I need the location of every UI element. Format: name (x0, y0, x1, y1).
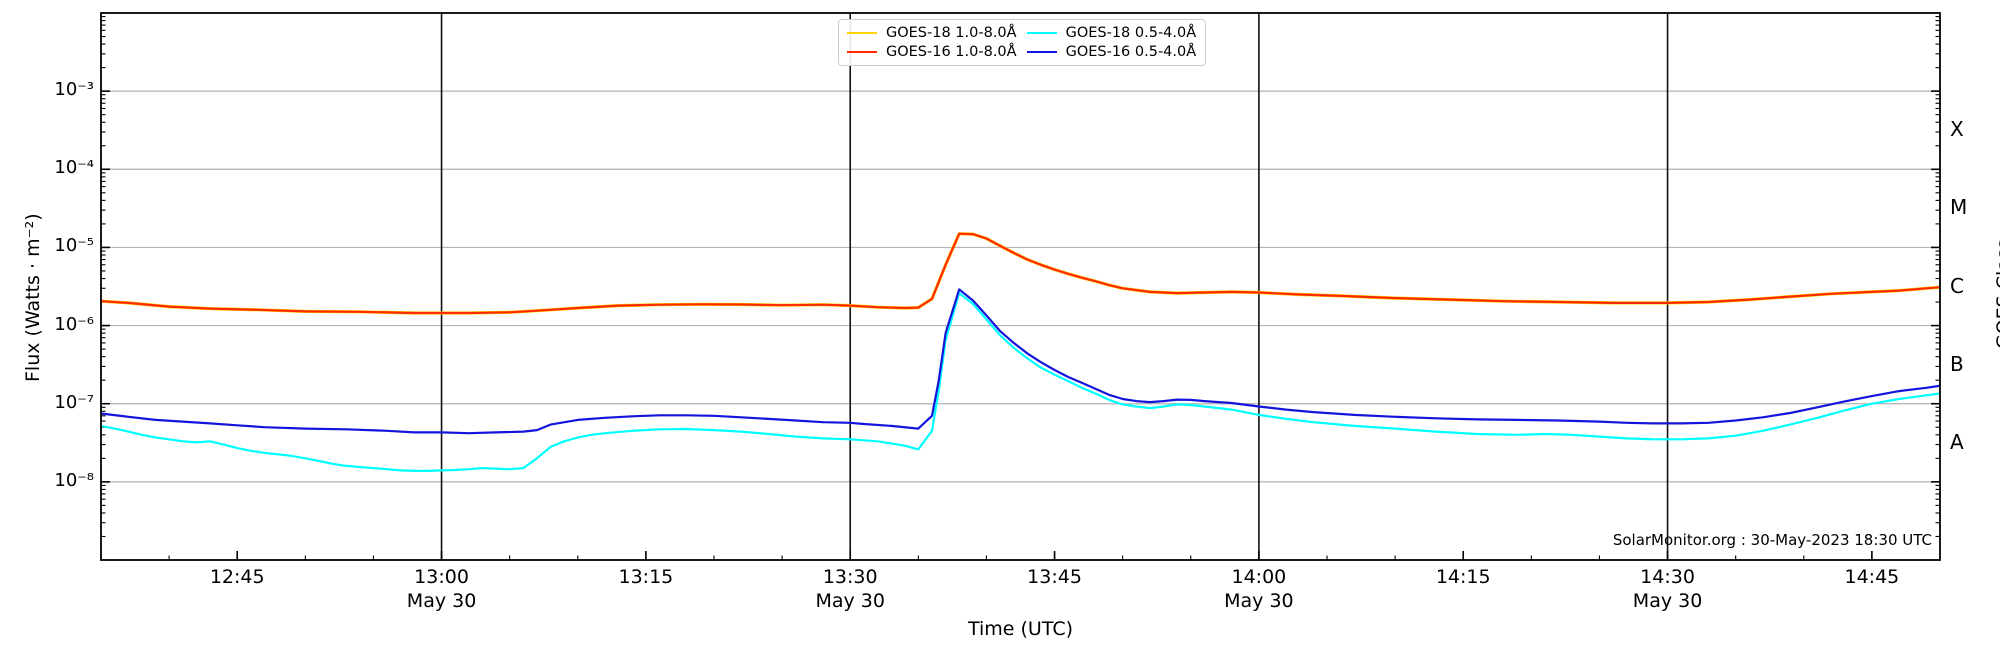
legend-item: GOES-16 0.5-4.0Å (1026, 44, 1197, 60)
legend-item: GOES-16 1.0-8.0Å (847, 44, 1017, 60)
x-axis-title: Time (UTC) (967, 618, 1074, 640)
x-tick-date-label: May 30 (815, 590, 885, 612)
x-tick-date-label: May 30 (406, 590, 477, 612)
goes-class-letter: A (1950, 429, 1964, 454)
y-tick-label: 10⁻⁸ (54, 469, 94, 491)
x-tick-label: 14:15 (1435, 566, 1491, 588)
x-tick-label: 14:30 (1640, 566, 1695, 588)
goes-class-letter: B (1950, 351, 1964, 376)
y-tick-label: 10⁻³ (54, 79, 94, 101)
x-tick-label: 13:00 (414, 566, 469, 588)
goes-class-letter: M (1950, 195, 1968, 220)
y-tick-label: 10⁻⁷ (54, 391, 94, 413)
solarmonitor-annotation: SolarMonitor.org : 30-May-2023 18:30 UTC (1612, 531, 1932, 549)
goes-class-letter: C (1950, 273, 1964, 298)
x-tick-label: 13:30 (822, 566, 878, 588)
x-tick-date-label: May 30 (1632, 590, 1703, 612)
x-tick-label: 14:45 (1844, 566, 1900, 588)
legend-line-swatch-goes18-long (847, 32, 877, 34)
legend-item: GOES-18 0.5-4.0Å (1026, 25, 1197, 41)
legend-line-swatch-goes16-long (847, 51, 877, 53)
y-axis-title-right: GOES Class (1993, 238, 2000, 349)
goes-class-letter: X (1950, 117, 1964, 142)
legend-label: GOES-16 1.0-8.0Å (886, 44, 1017, 60)
x-tick-label: 13:45 (1027, 566, 1082, 588)
legend-item: GOES-18 1.0-8.0Å (847, 25, 1017, 41)
x-tick-label: 12:45 (209, 566, 265, 588)
x-tick-label: 14:00 (1231, 566, 1287, 588)
y-tick-label: 10⁻⁴ (54, 157, 94, 179)
x-tick-label: 13:15 (618, 566, 674, 588)
y-tick-label: 10⁻⁶ (54, 313, 94, 335)
legend-label: GOES-18 0.5-4.0Å (1065, 25, 1197, 41)
legend-label: GOES-16 0.5-4.0Å (1065, 44, 1197, 60)
legend-label: GOES-18 1.0-8.0Å (886, 25, 1017, 41)
x-tick-date-label: May 30 (1224, 590, 1294, 612)
legend-line-swatch-goes16-short (1026, 51, 1057, 53)
y-tick-label: 10⁻⁵ (54, 235, 94, 257)
y-axis-title-left: Flux (Watts · m⁻²) (22, 212, 44, 382)
legend-line-swatch-goes18-short (1026, 32, 1057, 34)
chart-legend: GOES-18 1.0-8.0Å GOES-16 1.0-8.0Å GOES-1… (838, 19, 1206, 66)
